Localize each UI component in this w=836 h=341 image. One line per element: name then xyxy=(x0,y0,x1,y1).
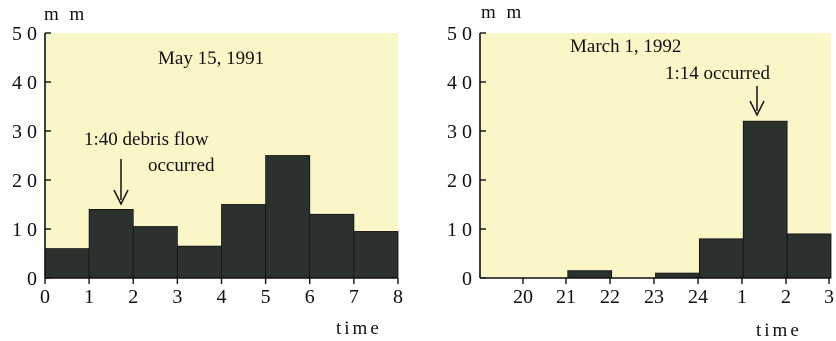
x-tick-label: 4 xyxy=(217,286,227,308)
bar-21-22 xyxy=(567,270,613,279)
bar-1-2 xyxy=(742,120,788,279)
x-tick-label: 21 xyxy=(556,286,576,308)
bar-3-4 xyxy=(176,245,222,279)
x-tick-label: 23 xyxy=(644,286,664,308)
bar-0-1 xyxy=(44,248,90,279)
bar-group xyxy=(44,155,399,279)
y-tick-group: 0 1 0 2 0 3 0 4 0 5 0 xyxy=(12,23,51,290)
y-tick-label: 1 0 xyxy=(447,219,472,241)
chart-title: March 1, 1992 xyxy=(570,36,681,57)
bar-2-3 xyxy=(786,233,832,279)
x-tick-label: 2 xyxy=(128,286,138,308)
chart-panel-march-1992: 01 02 03 04 05 0 20 21 22 23 24 1 2 3 m m time … xyxy=(447,2,834,341)
bar-6-7 xyxy=(309,213,355,279)
bar-4-5 xyxy=(221,204,267,279)
y-tick-label: 4 0 xyxy=(12,72,37,94)
y-tick-label: 0 xyxy=(462,268,472,290)
x-tick-group: 20 21 22 23 24 1 2 3 xyxy=(513,278,834,308)
y-axis-unit-label: m m xyxy=(481,2,524,23)
x-tick-label: 1 xyxy=(84,286,94,308)
x-tick-label: 24 xyxy=(688,286,708,308)
annotation-arrow xyxy=(113,159,129,206)
y-tick-label: 3 0 xyxy=(447,121,472,143)
x-tick-label: 6 xyxy=(305,286,315,308)
x-tick-label: 3 xyxy=(824,286,834,308)
x-tick-label: 20 xyxy=(513,286,533,308)
y-tick-group: 0 1 0 2 0 3 0 4 0 5 0 xyxy=(447,23,486,290)
y-tick-label: 2 0 xyxy=(447,170,472,192)
x-tick-label: 8 xyxy=(393,286,403,308)
x-tick-label: 2 xyxy=(781,286,791,308)
annotation-line-1: 1:40 debris flow xyxy=(84,129,209,150)
x-tick-label: 1 xyxy=(737,286,747,308)
y-tick-label: 2 0 xyxy=(12,170,37,192)
bar-group xyxy=(567,120,832,279)
y-tick-label: 3 0 xyxy=(12,121,37,143)
bar-5-6 xyxy=(265,155,311,279)
chart-panel-may-1991: 0 1 0 2 0 3 0 4 0 5 0 0 1 2 3 4 5 6 7 8 m m time May … xyxy=(12,4,403,339)
x-axis-time-label: time xyxy=(756,320,802,341)
annotation-line-2: occurred xyxy=(148,155,215,176)
bar-1-2 xyxy=(88,208,134,279)
x-tick-label: 22 xyxy=(600,286,620,308)
bar-7-8 xyxy=(353,231,399,279)
y-axis-unit-label: m m xyxy=(44,4,87,25)
bar-2-3 xyxy=(132,226,178,279)
y-tick-label: 5 0 xyxy=(12,23,37,45)
x-tick-label: 0 xyxy=(40,286,50,308)
chart-title: May 15, 1991 xyxy=(158,48,264,69)
y-tick-label: 4 0 xyxy=(447,72,472,94)
x-tick-label: 3 xyxy=(172,286,182,308)
bar-24-1 xyxy=(698,238,744,279)
y-tick-label: 5 0 xyxy=(447,23,472,45)
y-tick-label: 0 xyxy=(27,268,37,290)
x-axis-time-label: time xyxy=(336,318,382,339)
x-tick-group: 0 1 2 3 4 5 6 7 8 xyxy=(40,278,403,308)
x-tick-label: 5 xyxy=(261,286,271,308)
y-tick-label: 1 0 xyxy=(12,219,37,241)
annotation-arrow xyxy=(749,86,765,117)
annotation-line-1: 1:14 occurred xyxy=(665,63,770,84)
x-tick-label: 7 xyxy=(349,286,359,308)
